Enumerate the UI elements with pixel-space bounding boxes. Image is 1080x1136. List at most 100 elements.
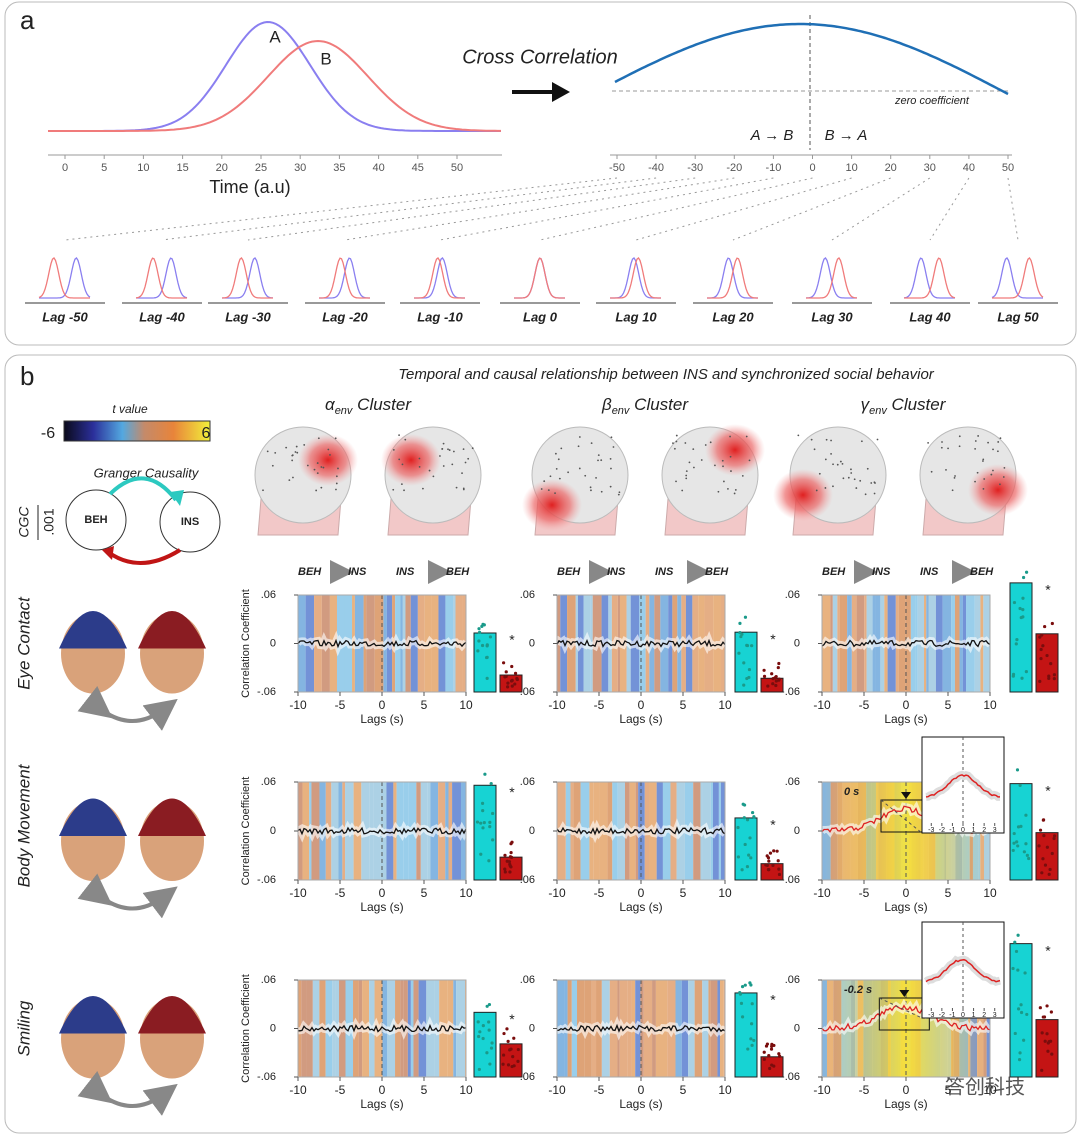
subject-dot bbox=[516, 1059, 520, 1063]
title-part: Cluster bbox=[887, 395, 947, 414]
electrode bbox=[954, 475, 956, 477]
subject-dot bbox=[485, 1051, 489, 1055]
y-tick-label: .06 bbox=[261, 589, 276, 601]
subject-dot bbox=[768, 851, 773, 855]
activation bbox=[705, 424, 765, 476]
electrode bbox=[462, 488, 465, 491]
electrode bbox=[825, 438, 828, 441]
subject-dot bbox=[765, 1042, 770, 1046]
electrode bbox=[296, 451, 299, 454]
cap bbox=[138, 996, 206, 1034]
subject-dot bbox=[766, 684, 770, 688]
subject-dot bbox=[1045, 1004, 1049, 1008]
electrode bbox=[974, 447, 977, 450]
electrode bbox=[432, 475, 435, 478]
link-arrow bbox=[77, 1071, 178, 1116]
electrode bbox=[612, 446, 615, 448]
x-tick-label: 0 bbox=[903, 698, 910, 712]
x-tick-label: 5 bbox=[101, 162, 107, 174]
subject-dot bbox=[503, 870, 507, 874]
subject-dot bbox=[742, 661, 746, 665]
subject-dot bbox=[1022, 850, 1026, 854]
subject-dot bbox=[750, 644, 754, 648]
subject-dot bbox=[748, 836, 752, 840]
direction-label: BEH bbox=[557, 566, 581, 578]
electrode bbox=[864, 493, 867, 496]
subject-dot bbox=[764, 863, 768, 867]
y-tick-label: 0 bbox=[794, 1022, 800, 1034]
inset-tick-label: 2 bbox=[982, 1012, 986, 1019]
subject-dot bbox=[743, 615, 748, 619]
subject-dot bbox=[503, 675, 507, 679]
electrode bbox=[733, 492, 736, 495]
electrode bbox=[870, 482, 873, 484]
mean-line bbox=[821, 1004, 991, 1032]
subject-dot bbox=[510, 1064, 514, 1069]
subject-dot bbox=[506, 681, 510, 685]
x-axis-label: Lags (s) bbox=[884, 900, 927, 914]
mean-line bbox=[556, 1023, 726, 1033]
subject-dot bbox=[750, 1002, 754, 1006]
electrode bbox=[320, 466, 323, 468]
electrode bbox=[584, 474, 587, 477]
x-tick-label: -30 bbox=[687, 162, 703, 174]
electrode bbox=[597, 459, 599, 462]
x-tick-label: 10 bbox=[718, 1083, 732, 1097]
cluster-title: βenv Cluster bbox=[601, 395, 689, 416]
electrode bbox=[688, 461, 691, 464]
electrode bbox=[709, 441, 712, 444]
electrode bbox=[999, 483, 1001, 486]
electrode bbox=[285, 446, 288, 449]
cap bbox=[59, 798, 127, 836]
x-tick-label: 0 bbox=[379, 886, 386, 900]
subject-dot bbox=[746, 1047, 750, 1051]
y-tick-label: .06 bbox=[785, 974, 800, 986]
x-tick-label: -5 bbox=[594, 1083, 605, 1097]
x-tick-label: -10 bbox=[548, 1083, 566, 1097]
subject-dot bbox=[745, 818, 750, 822]
x-axis-label: Lags (s) bbox=[619, 712, 662, 726]
subject-dot bbox=[743, 983, 747, 987]
method-title: Cross Correlation bbox=[462, 46, 618, 68]
subject-dot bbox=[740, 985, 745, 989]
electrode bbox=[940, 446, 943, 449]
bar bbox=[473, 632, 497, 693]
electrode bbox=[693, 466, 695, 469]
peak-label: -0.2 s bbox=[844, 984, 872, 996]
inset-tick-label: -2 bbox=[939, 827, 945, 834]
electrode bbox=[403, 489, 405, 492]
subject-dot bbox=[737, 651, 741, 655]
subject-dot bbox=[1049, 1010, 1053, 1014]
electrode bbox=[317, 437, 320, 440]
x-tick-label: -50 bbox=[609, 162, 625, 174]
electrode bbox=[441, 447, 444, 450]
mean-line bbox=[298, 1023, 467, 1033]
subject-dot bbox=[477, 639, 481, 643]
small-curve bbox=[222, 257, 273, 299]
x-tick-label: 0 bbox=[638, 698, 645, 712]
subject-dot bbox=[1011, 966, 1015, 971]
inset-tick-label: -1 bbox=[949, 827, 955, 834]
subject-dot bbox=[745, 643, 750, 648]
subject-dot bbox=[510, 664, 514, 669]
head bbox=[919, 426, 1028, 536]
subject-dot bbox=[482, 623, 486, 627]
subject-dot bbox=[777, 872, 782, 877]
subject-dot bbox=[506, 1063, 511, 1067]
electrode bbox=[987, 441, 989, 444]
inset-tick-label: -3 bbox=[928, 1012, 934, 1019]
panel-label: b bbox=[20, 361, 34, 391]
x-axis-label: Lags (s) bbox=[360, 712, 403, 726]
y-axis-label: Correlation Coefficient bbox=[240, 777, 252, 886]
inset-tick-label: -2 bbox=[939, 1012, 945, 1019]
y-tick-label: -.06 bbox=[781, 1071, 800, 1083]
subject-dot bbox=[476, 1020, 480, 1024]
y-tick-label: 0 bbox=[529, 825, 535, 837]
electrode bbox=[398, 434, 400, 436]
small-curve bbox=[221, 257, 273, 299]
subject-dot bbox=[1015, 638, 1019, 642]
electrode bbox=[316, 462, 319, 464]
electrode bbox=[992, 448, 994, 451]
electrode bbox=[578, 436, 581, 438]
x-tick-label: 5 bbox=[945, 698, 952, 712]
